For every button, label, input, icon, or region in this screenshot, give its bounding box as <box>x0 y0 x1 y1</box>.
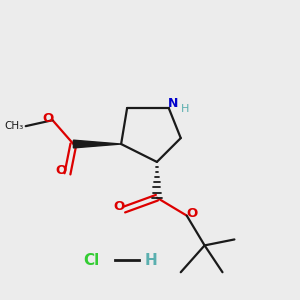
Text: H: H <box>145 253 157 268</box>
Text: O: O <box>56 164 67 177</box>
Text: H: H <box>181 104 189 114</box>
Text: O: O <box>187 207 198 220</box>
Text: O: O <box>43 112 54 125</box>
Text: O: O <box>113 200 124 213</box>
Text: Cl: Cl <box>83 253 99 268</box>
Polygon shape <box>74 140 121 148</box>
Text: CH₃: CH₃ <box>4 121 23 131</box>
Text: N: N <box>168 97 178 110</box>
